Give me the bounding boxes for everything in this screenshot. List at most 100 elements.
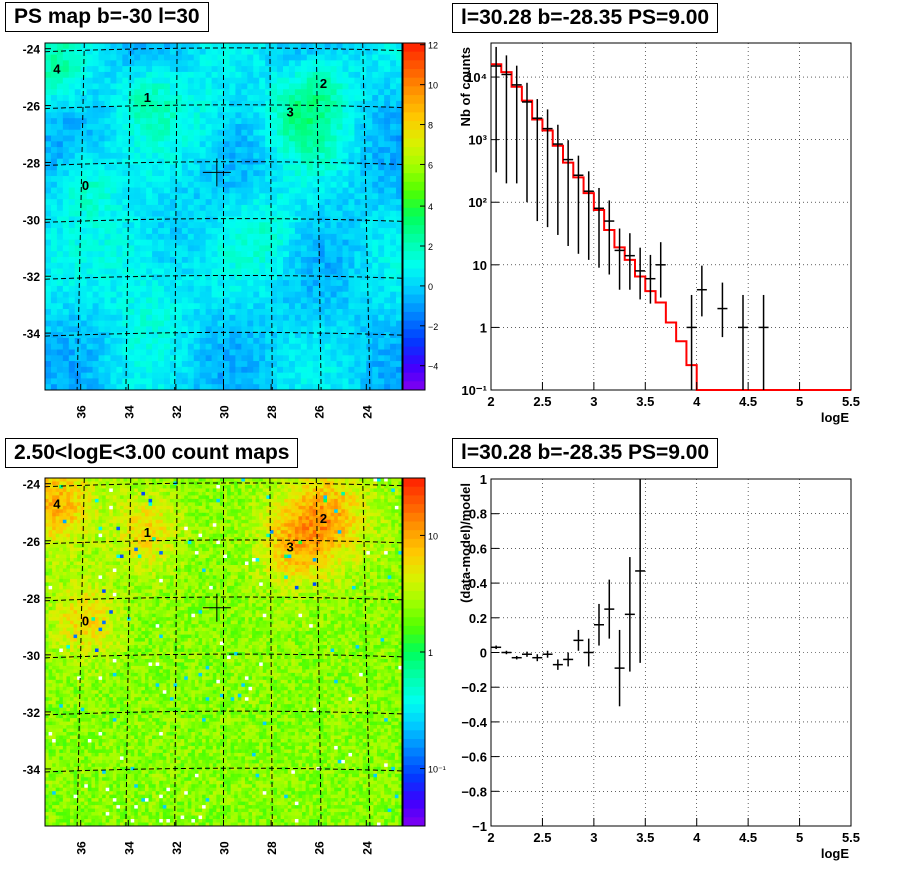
ps-map-colorbar-cell [403, 69, 425, 79]
count-map-colorbar-cell [403, 591, 425, 601]
residual-title: l=30.28 b=-28.35 PS=9.00 [452, 438, 719, 468]
count-map-colorbar-cell [403, 556, 425, 566]
count-map-colorbar-cell [403, 765, 425, 775]
count-map-grid-lat-line [44, 767, 403, 773]
ps-map-source-label-3: 3 [287, 104, 294, 119]
count-map-colorbar-cell [403, 669, 425, 679]
ps-map-colorbar-cell [403, 372, 425, 382]
ps-map-colorbar-cell [403, 60, 425, 70]
ps-map-colorbar-cell [403, 181, 425, 191]
ps-map-grid-lat-line [44, 161, 403, 166]
count-map-colorbar-cell [403, 538, 425, 549]
ps-map-colorbar-cell [403, 121, 425, 131]
count-map-colorbar-cell [403, 478, 425, 488]
count-map-heatmap: 36 34 32 30 28 26 24-24-26-28-30-32-3401234101… [23, 477, 446, 855]
spectrum-y-tick-label: 10⁴ [466, 70, 487, 85]
ps-map-colorbar-tick-label: 4 [428, 202, 433, 212]
spectrum-x-tick-label: 2 [487, 394, 494, 409]
spectrum-y-tick-label: 10³ [468, 133, 487, 148]
spectrum-y-tick-label: 1 [480, 320, 487, 335]
ps-map-y-tick-label: -34 [23, 327, 41, 341]
count-map-x-tick-label: 30 [218, 841, 232, 855]
ps-map-colorbar-frame [402, 42, 426, 391]
count-map-source-label-4: 4 [53, 497, 61, 512]
ps-map-grid-lat-line [44, 274, 403, 280]
count-map-colorbar-cell [403, 808, 425, 818]
count-map-colorbar-cell [403, 573, 425, 583]
ps-map-colorbar-cell [403, 311, 425, 322]
ps-map-colorbar-cell [403, 173, 425, 183]
count-map-source-label-2: 2 [320, 511, 327, 526]
residual-plot: 2 2.5 3 3.5 4 4.5 5 5.5 1 0.8 0.6 0.4 0.2 0 −0.2 −0.4 −0… [458, 472, 860, 861]
count-map-colorbar-cell [403, 739, 425, 749]
ps-map-x-tick-label: 24 [360, 405, 374, 419]
count-map-x-tick-label: 36 [75, 841, 89, 855]
ps-map-x-tick-label: 34 [122, 405, 136, 419]
count-map-y-tick-label: -24 [23, 478, 41, 492]
ps-map-colorbar-cell [403, 207, 425, 217]
count-map-colorbar-cell [403, 817, 425, 827]
residual-x-tick-label: 5 [796, 830, 803, 845]
residual-x-tick-label: 2.5 [533, 830, 551, 845]
residual-y-tick-label: 1 [480, 472, 487, 487]
count-map-x-tick-label: 28 [265, 841, 279, 855]
ps-map-colorbar-cell [403, 103, 425, 113]
count-map-colorbar-cell [403, 782, 425, 792]
ps-map-y-tick-label: -24 [23, 43, 41, 57]
ps-map-colorbar-tick-label: 0 [428, 282, 433, 292]
count-map-grid-lon-line [125, 477, 132, 827]
count-map-colorbar-cell [403, 634, 425, 644]
count-map-source-label-3: 3 [287, 539, 294, 554]
count-map-grid-lat-line [44, 653, 403, 659]
ps-map-colorbar-cell [403, 112, 425, 122]
count-map-colorbar-cell [403, 799, 425, 810]
count-map-colorbar-cell [403, 582, 425, 592]
spectrum-y-axis-label: Nb of counts [458, 47, 473, 126]
count-map-colorbar-tick-label: 10⁻¹ [428, 765, 446, 775]
count-map-grid-lon-line [362, 477, 371, 827]
residual-y-tick-label: −0.8 [461, 784, 487, 799]
count-map-grid-lat-line [44, 710, 403, 716]
count-map-y-tick-label: -30 [23, 649, 41, 663]
ps-map-colorbar-cell [403, 242, 425, 252]
spectrum-y-tick-label: 10 [473, 258, 487, 273]
spectrum-x-tick-label: 4 [693, 394, 701, 409]
ps-map-y-tick-label: -28 [23, 156, 41, 170]
residual-y-tick-label: −0.2 [461, 680, 487, 695]
count-map-colorbar-cell [403, 721, 425, 731]
ps-map-colorbar-tick-label: 2 [428, 242, 433, 252]
count-map-colorbar-cell [403, 643, 425, 653]
count-map-title: 2.50<logE<3.00 count maps [5, 438, 299, 468]
ps-map-colorbar-tick-label: −2 [428, 322, 438, 332]
count-map-colorbar-cell [403, 504, 425, 514]
residual-y-tick-label: 0 [480, 646, 487, 661]
residual-y-tick-label: −0.4 [461, 715, 487, 730]
ps-map-colorbar-cell [403, 381, 425, 391]
count-map-source-label-0: 0 [82, 614, 89, 629]
ps-map-colorbar-cell [403, 363, 425, 374]
count-map-colorbar-cell [403, 608, 425, 618]
spectrum-title: l=30.28 b=-28.35 PS=9.00 [452, 3, 719, 33]
spectrum-y-tick-label: 10⁻¹ [461, 383, 487, 398]
ps-map-x-tick-label: 26 [313, 405, 327, 419]
ps-map-colorbar-cell [403, 216, 425, 226]
ps-map-colorbar-cell [403, 329, 425, 339]
spectrum-x-tick-label: 2.5 [533, 394, 551, 409]
count-map-colorbar-cell [403, 625, 425, 636]
spectrum-plot: 2 2.5 3 3.5 4 4.5 5 5.5 10⁻¹ 1 10 10² 10³ 10⁴ logE Nb o… [458, 42, 860, 425]
count-map-colorbar-cell [403, 686, 425, 696]
ps-map-colorbar-cell [403, 155, 425, 165]
residual-grid [490, 479, 852, 826]
ps-map-colorbar-cell [403, 320, 425, 330]
ps-map-x-tick-label: 36 [75, 405, 89, 419]
count-map-colorbar-tick-label: 1 [428, 648, 433, 658]
count-map-colorbar-cell [403, 486, 425, 496]
ps-map-grid-lat-line [44, 218, 403, 223]
count-map-colorbar-cell [403, 747, 425, 757]
ps-map-x-tick-label: 28 [265, 405, 279, 419]
spectrum-x-tick-label: 4.5 [739, 394, 757, 409]
residual-x-tick-label: 3.5 [636, 830, 654, 845]
count-map-grid-lat-line [44, 482, 403, 488]
residual-y-tick-label: −0.6 [461, 750, 487, 765]
count-map-colorbar-cell [403, 773, 425, 783]
